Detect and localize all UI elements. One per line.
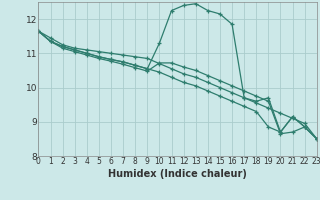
X-axis label: Humidex (Indice chaleur): Humidex (Indice chaleur): [108, 169, 247, 179]
